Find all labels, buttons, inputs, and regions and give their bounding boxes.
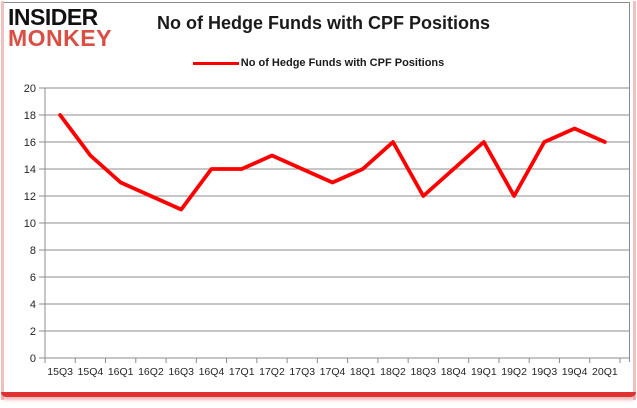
x-axis-label: 19Q1	[471, 366, 497, 378]
frame-border-right	[629, 2, 630, 362]
x-axis-label: 16Q3	[168, 366, 194, 378]
data-series-line	[58, 113, 607, 212]
frame-border-bottom	[1, 392, 636, 397]
x-axis-label: 19Q2	[501, 366, 527, 378]
x-axis-label: 17Q3	[289, 366, 315, 378]
x-axis-label: 16Q2	[138, 366, 164, 378]
x-axis-label: 18Q3	[410, 366, 436, 378]
y-axis-label: 10	[24, 218, 36, 230]
frame-border-top	[4, 2, 629, 3]
logo-line-insider: INSIDER	[8, 4, 98, 30]
x-axis-label: 15Q3	[47, 366, 73, 378]
legend-label: No of Hedge Funds with CPF Positions	[240, 57, 445, 69]
insider-monkey-logo: INSIDER MONKEY	[8, 4, 112, 51]
x-axis-label: 16Q1	[108, 366, 134, 378]
legend: No of Hedge Funds with CPF Positions	[0, 57, 637, 69]
y-axis-label: 12	[24, 191, 36, 203]
legend-line-marker	[192, 61, 239, 65]
chart-title: No of Hedge Funds with CPF Positions	[157, 13, 490, 33]
y-axis-label: 6	[30, 272, 36, 284]
y-axis-label: 20	[24, 83, 36, 95]
x-axis-label: 15Q4	[78, 366, 104, 378]
x-axis-label: 18Q1	[350, 366, 376, 378]
x-axis-label: 17Q4	[320, 366, 346, 378]
y-axis-label: 2	[30, 326, 36, 338]
y-axis-label: 18	[24, 110, 36, 122]
y-axis-label: 14	[24, 164, 36, 176]
frame-border-right-outer	[633, 1, 636, 400]
line-chart: 0 2 4 6 8 10 12 14 16 18 20 15Q3 15Q4 16Q1 16Q2 16Q3 16Q…	[24, 83, 629, 378]
x-axis-label: 18Q2	[380, 366, 406, 378]
frame-border-left	[1, 1, 4, 400]
y-axis-label: 0	[30, 353, 36, 365]
x-axis-label: 17Q2	[259, 366, 285, 378]
x-axis-label: 16Q4	[199, 366, 225, 378]
logo-line-monkey: MONKEY	[8, 24, 112, 51]
x-axis-label: 20Q1	[592, 366, 618, 378]
x-axis-label: 19Q4	[562, 366, 588, 378]
x-axis-label: 19Q3	[531, 366, 557, 378]
x-axis-label: 18Q4	[441, 366, 467, 378]
x-axis-label: 17Q1	[229, 366, 255, 378]
y-axis-label: 8	[30, 245, 36, 257]
y-axis-label: 4	[30, 299, 36, 311]
y-axis-label: 16	[24, 137, 36, 149]
